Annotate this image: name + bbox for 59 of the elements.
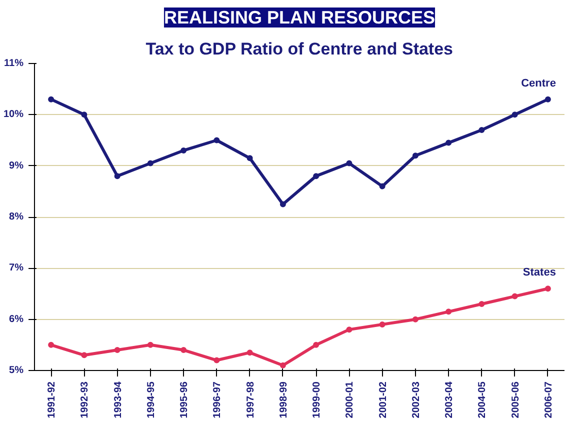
y-tick-label: 9%: [9, 160, 24, 172]
point: [412, 152, 418, 159]
point: [446, 140, 452, 146]
point: [246, 155, 253, 162]
point: [346, 160, 352, 166]
y-tick-label: 5%: [9, 365, 24, 376]
x-tick-label: 2006-07: [543, 381, 554, 418]
x-tick-label: 1997-98: [245, 381, 256, 418]
point: [180, 347, 187, 354]
point: [512, 112, 518, 118]
x-tick-label: 2003-04: [444, 381, 456, 418]
point: [412, 316, 418, 322]
point: [280, 201, 286, 208]
series-label: Centre: [521, 77, 556, 90]
point: [246, 350, 253, 356]
x-tick-label: 2005-06: [510, 381, 522, 418]
x-tick-label: 1996-97: [212, 381, 224, 418]
point: [478, 300, 485, 307]
point: [114, 347, 120, 354]
point: [313, 342, 320, 348]
x-tick-label: 2000-01: [344, 381, 356, 418]
x-tick-label: 1995-96: [179, 381, 190, 418]
point: [379, 183, 386, 190]
point: [379, 321, 386, 328]
y-tick-label: 7%: [9, 262, 24, 274]
x-tick-label: 1992-93: [80, 381, 91, 418]
point: [280, 362, 286, 368]
x-tick-label: 1999-00: [312, 381, 323, 418]
chart-subtitle: Tax to GDP Ratio of Centre and States: [146, 40, 454, 58]
y-tick-label: 10%: [3, 109, 24, 120]
y-tick-label: 6%: [9, 314, 24, 325]
point: [214, 357, 220, 364]
point: [114, 173, 120, 180]
point: [512, 293, 518, 300]
point: [214, 137, 220, 144]
point: [478, 127, 485, 134]
y-tick-label: 8%: [9, 212, 24, 222]
x-tick-label: 1993-94: [112, 381, 124, 418]
point: [446, 308, 452, 315]
chart-title: REALISING PLAN RESOURCES: [164, 8, 436, 28]
x-tick-label: 2002-03: [410, 381, 422, 418]
series-label: States: [522, 266, 556, 279]
x-tick-label: 2001-02: [378, 381, 389, 418]
point: [147, 160, 154, 166]
point: [544, 96, 551, 102]
x-tick-label: 1994-95: [146, 381, 157, 418]
point: [48, 342, 54, 348]
point: [48, 96, 54, 102]
point: [81, 112, 88, 118]
point: [180, 147, 187, 154]
x-tick-label: 2004-05: [477, 381, 488, 418]
point: [313, 173, 320, 180]
point: [346, 326, 352, 333]
y-tick-label: 11%: [4, 58, 24, 69]
point: [544, 286, 551, 292]
x-tick-label: 1991-92: [46, 381, 58, 418]
point: [147, 342, 154, 348]
point: [81, 352, 88, 358]
x-tick-label: 1998-99: [278, 381, 290, 418]
